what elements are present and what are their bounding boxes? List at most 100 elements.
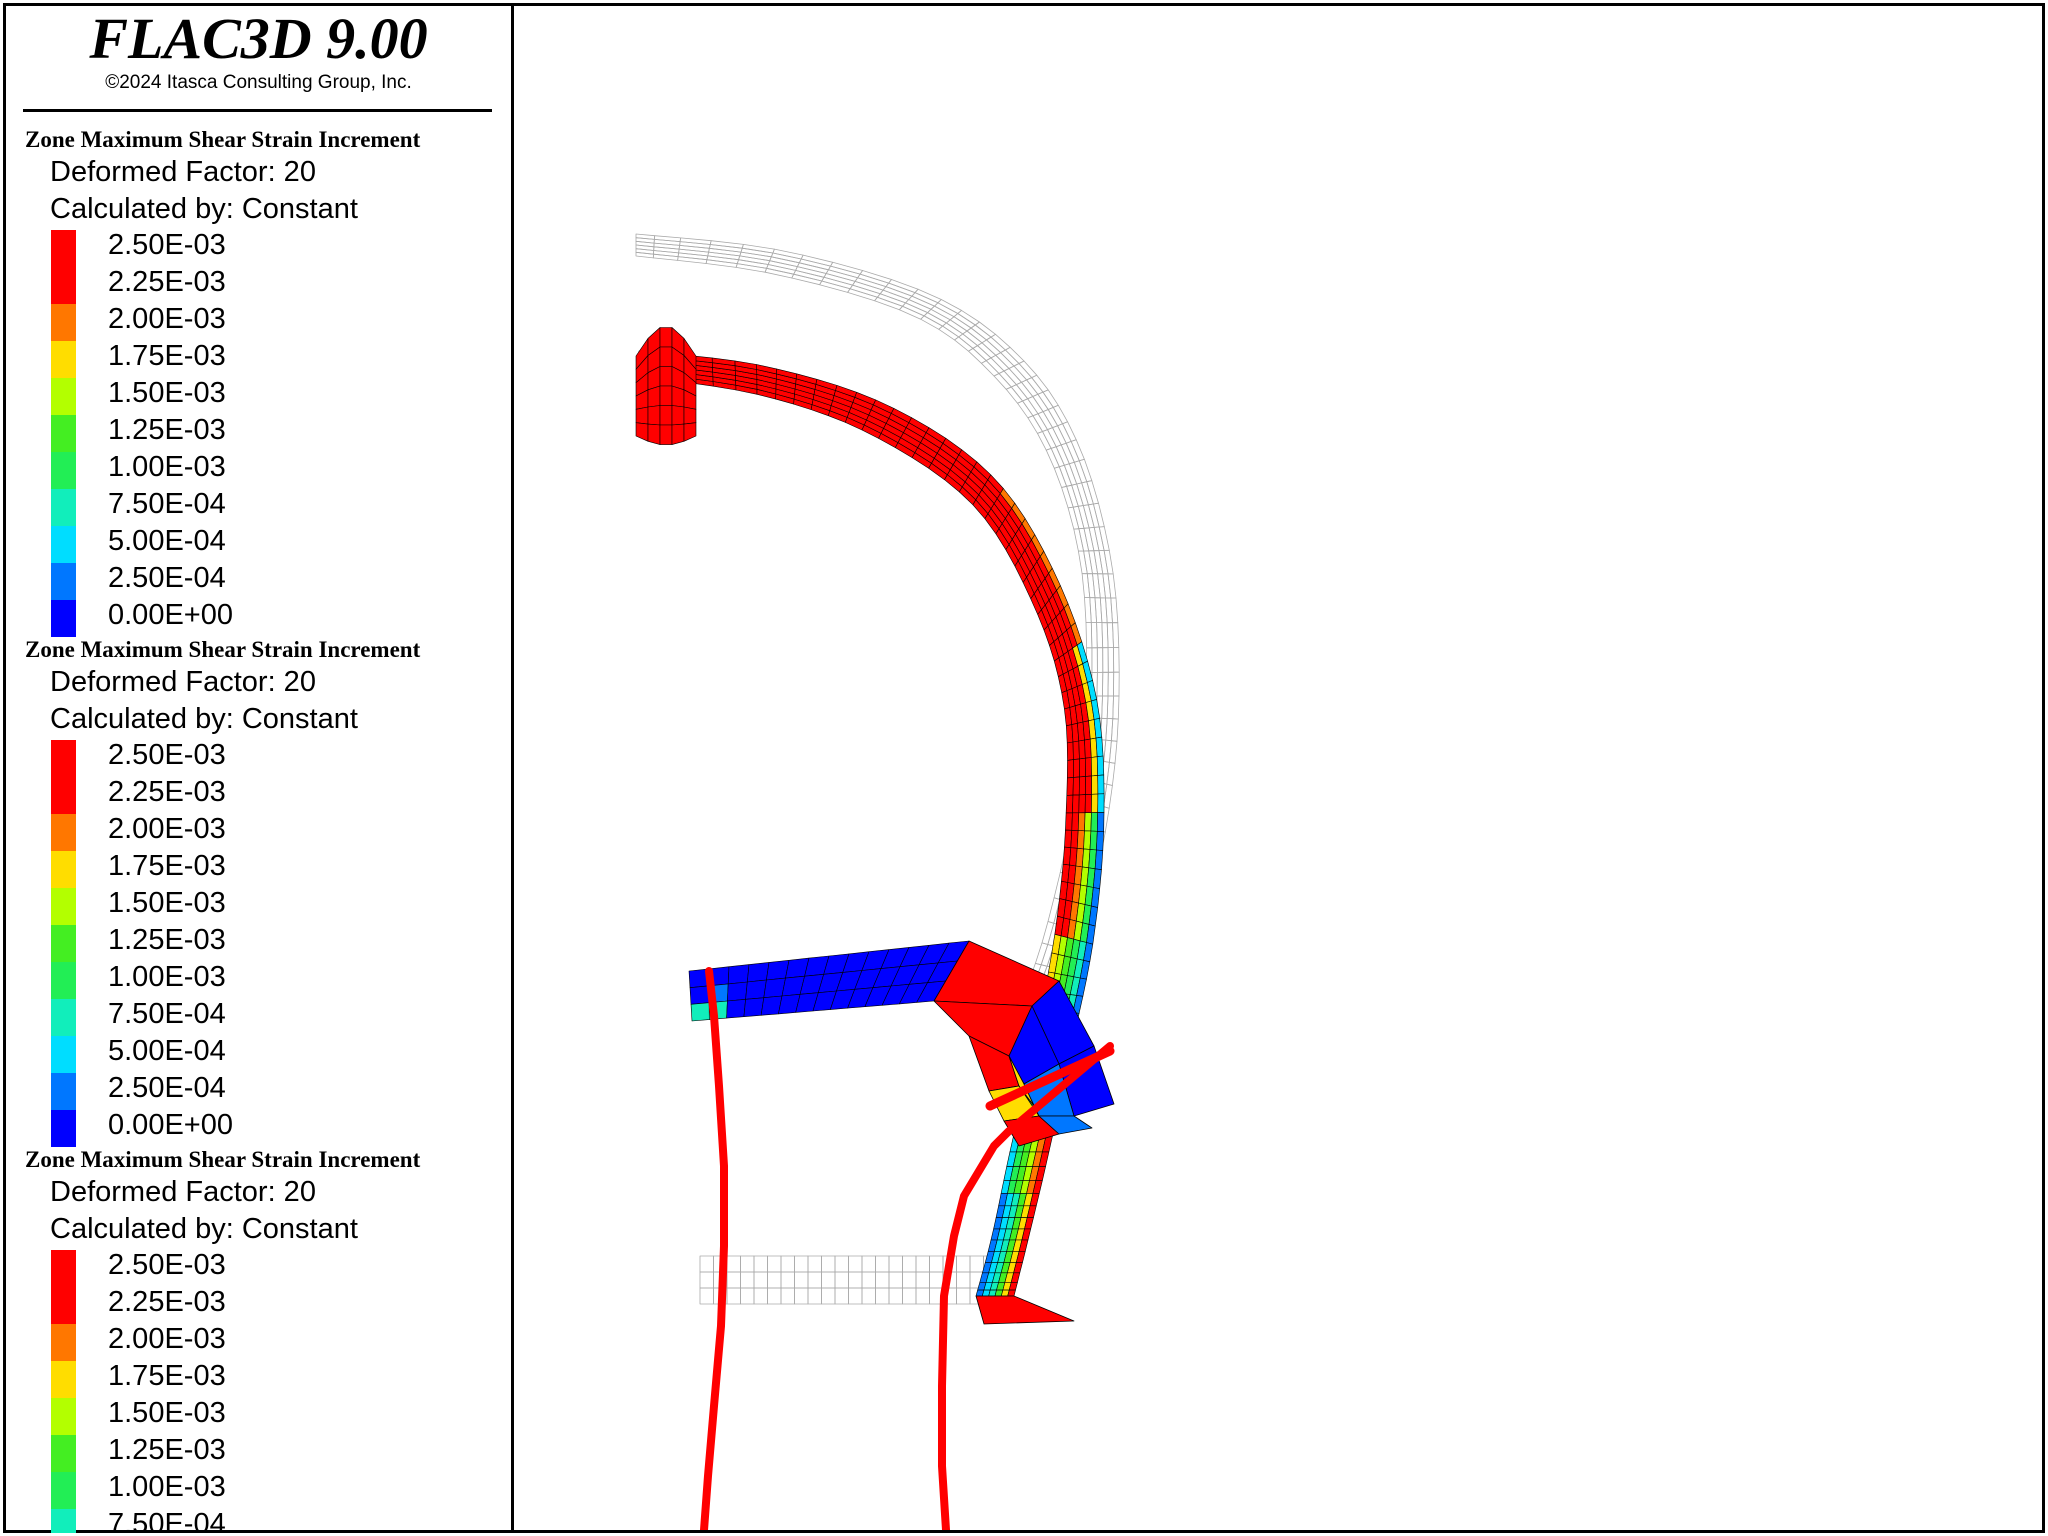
undeformed-zone bbox=[1106, 762, 1116, 786]
undeformed-zone bbox=[705, 259, 738, 268]
undeformed-zone bbox=[679, 237, 712, 245]
undeformed-zone bbox=[1062, 421, 1077, 442]
scale-tick-label: 2.50E-03 bbox=[108, 739, 226, 771]
undeformed-zone bbox=[807, 1255, 822, 1273]
structure-line-junction bbox=[985, 1046, 1115, 1111]
liner-zone bbox=[1096, 755, 1105, 776]
undeformed-zone bbox=[885, 282, 916, 297]
arm-zone bbox=[727, 964, 750, 985]
liner-zone bbox=[1096, 830, 1105, 851]
liner-zone bbox=[1066, 777, 1074, 796]
undeformed-zone bbox=[699, 1287, 714, 1305]
undeformed-zone bbox=[677, 252, 709, 261]
undeformed-zone bbox=[911, 292, 939, 307]
scale-tick-label: 1.25E-03 bbox=[108, 414, 226, 446]
undeformed-zone bbox=[1078, 458, 1093, 483]
undeformed-zone bbox=[861, 1271, 876, 1289]
app-title: FLAC3D 9.00 bbox=[89, 6, 428, 71]
undeformed-zone bbox=[821, 1287, 836, 1305]
undeformed-zone bbox=[827, 265, 861, 279]
undeformed-zone bbox=[915, 1287, 930, 1305]
end-zone bbox=[659, 327, 673, 348]
undeformed-zone bbox=[635, 233, 656, 240]
liner-zone bbox=[1084, 793, 1092, 814]
undeformed-zone bbox=[1103, 783, 1113, 809]
scale-tick-label: 5.00E-04 bbox=[108, 1035, 226, 1067]
undeformed-zone bbox=[1088, 550, 1098, 575]
undeformed-zone bbox=[857, 273, 890, 288]
undeformed-zone bbox=[830, 261, 864, 275]
liner-zone bbox=[1084, 812, 1092, 832]
undeformed-zone bbox=[1088, 503, 1100, 528]
undeformed-zone bbox=[942, 322, 964, 338]
liner-zone bbox=[1084, 757, 1092, 777]
undeformed-zone bbox=[974, 321, 996, 338]
undeformed-zone bbox=[1093, 526, 1105, 551]
undeformed-zone bbox=[876, 293, 907, 307]
undeformed-zone bbox=[709, 240, 744, 249]
scale-tick-label: 1.50E-03 bbox=[108, 1397, 226, 1429]
undeformed-zone bbox=[908, 295, 935, 310]
end-zone bbox=[659, 405, 673, 426]
undeformed-zone bbox=[847, 288, 878, 302]
undeformed-zone bbox=[726, 1287, 741, 1305]
undeformed-zone bbox=[780, 1287, 795, 1305]
undeformed-zone bbox=[834, 1287, 849, 1305]
undeformed-zone bbox=[653, 235, 682, 243]
model-view[interactable] bbox=[514, 6, 2042, 1530]
color-swatch bbox=[51, 851, 76, 888]
undeformed-zone bbox=[1035, 942, 1049, 966]
end-zone bbox=[635, 406, 649, 425]
color-swatch bbox=[51, 489, 76, 526]
scale-tick-label: 7.50E-04 bbox=[108, 488, 226, 520]
liner-zone bbox=[1085, 775, 1092, 795]
color-swatch bbox=[51, 777, 76, 814]
undeformed-zone bbox=[740, 1255, 755, 1273]
deformed-zones bbox=[635, 327, 1115, 1325]
liner-zone bbox=[1073, 758, 1080, 778]
end-zone bbox=[659, 385, 673, 406]
color-swatch bbox=[51, 415, 76, 452]
undeformed-zone bbox=[706, 255, 739, 265]
structure-line-left bbox=[700, 967, 728, 1530]
color-swatch bbox=[51, 452, 76, 489]
scale-tick-label: 2.00E-03 bbox=[108, 303, 226, 335]
undeformed-zone bbox=[740, 1271, 755, 1289]
liner-zone bbox=[1091, 775, 1099, 795]
undeformed-zone bbox=[914, 288, 942, 304]
undeformed-zone bbox=[929, 1255, 944, 1273]
undeformed-zone bbox=[772, 248, 804, 260]
undeformed-zone bbox=[956, 1271, 971, 1289]
undeformed-zone bbox=[1067, 506, 1080, 530]
scale-tick-label: 1.50E-03 bbox=[108, 377, 226, 409]
undeformed-zone bbox=[888, 1255, 903, 1273]
undeformed-zone bbox=[934, 302, 959, 318]
legend-block-1: Zone Maximum Shear Strain Increment Defor… bbox=[3, 125, 511, 637]
undeformed-zone bbox=[767, 1271, 782, 1289]
junction-zone bbox=[1038, 1115, 1093, 1135]
structure-line-right bbox=[938, 1042, 1114, 1530]
undeformed-zone bbox=[1082, 504, 1095, 529]
undeformed-zone bbox=[861, 1287, 876, 1305]
undeformed-zone bbox=[699, 1255, 714, 1273]
undeformed-zone bbox=[753, 1271, 768, 1289]
undeformed-zone bbox=[1052, 404, 1068, 425]
undeformed-zone bbox=[1113, 671, 1120, 697]
undeformed-zone bbox=[834, 1271, 849, 1289]
undeformed-zone bbox=[1070, 439, 1085, 462]
undeformed-zone bbox=[794, 1255, 809, 1273]
scale-tick-label: 2.25E-03 bbox=[108, 1286, 226, 1318]
undeformed-zone bbox=[945, 319, 968, 335]
undeformed-zone bbox=[708, 244, 743, 253]
liner-zone bbox=[1094, 849, 1104, 871]
deformed-factor-label: Deformed Factor: 20 bbox=[50, 156, 316, 188]
liner-zone bbox=[1071, 812, 1080, 831]
end-zone bbox=[647, 385, 661, 408]
liner-zone bbox=[1007, 1289, 1016, 1297]
undeformed-zone bbox=[726, 1271, 741, 1289]
color-swatch bbox=[51, 1073, 76, 1110]
undeformed-zone bbox=[1107, 647, 1115, 673]
undeformed-zone bbox=[915, 1255, 930, 1273]
color-swatch bbox=[51, 925, 76, 962]
plot-frame bbox=[3, 3, 2045, 1533]
